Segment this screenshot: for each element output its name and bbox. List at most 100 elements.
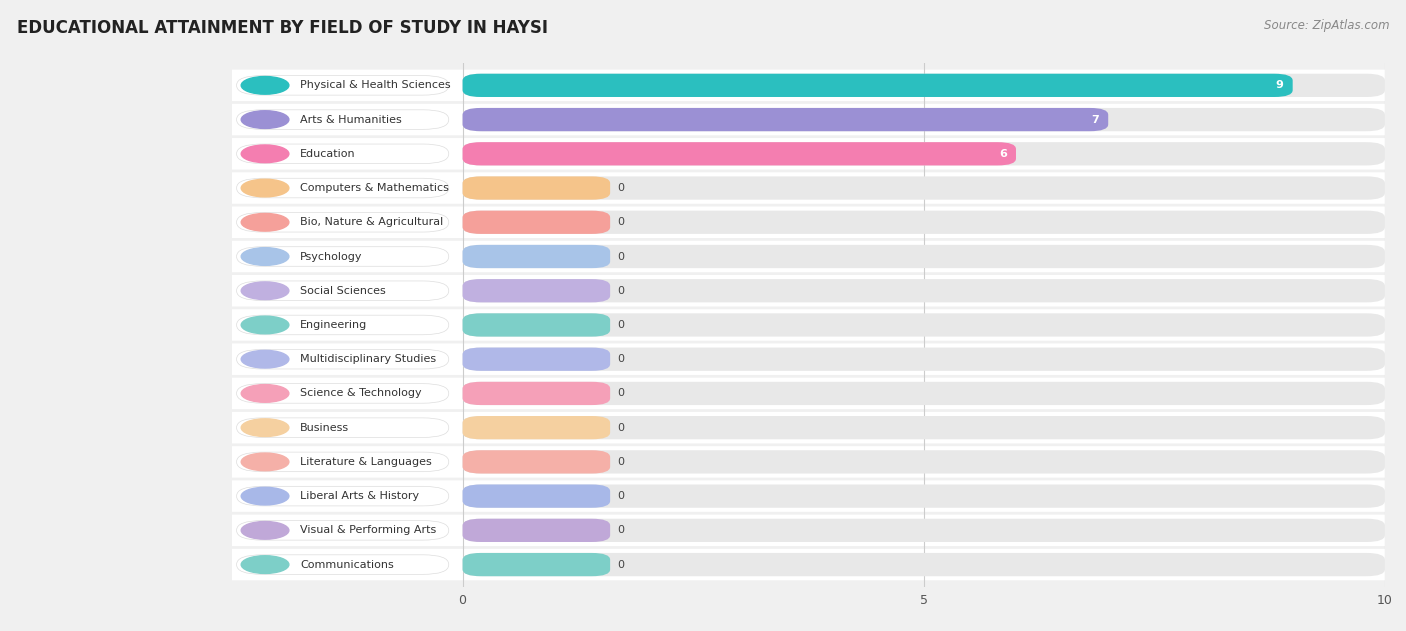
FancyBboxPatch shape xyxy=(232,446,1385,478)
FancyBboxPatch shape xyxy=(463,211,610,234)
FancyBboxPatch shape xyxy=(463,142,1017,165)
Circle shape xyxy=(242,76,288,94)
FancyBboxPatch shape xyxy=(236,384,449,403)
Text: 0: 0 xyxy=(617,526,624,535)
FancyBboxPatch shape xyxy=(236,179,449,198)
Text: Arts & Humanities: Arts & Humanities xyxy=(299,115,402,124)
Text: Psychology: Psychology xyxy=(299,252,363,261)
FancyBboxPatch shape xyxy=(463,108,1108,131)
Circle shape xyxy=(242,213,288,231)
Text: 0: 0 xyxy=(617,389,624,398)
FancyBboxPatch shape xyxy=(236,110,449,129)
Circle shape xyxy=(242,384,288,403)
FancyBboxPatch shape xyxy=(236,144,449,163)
Circle shape xyxy=(242,179,288,197)
FancyBboxPatch shape xyxy=(463,382,1385,405)
Text: 0: 0 xyxy=(617,560,624,570)
FancyBboxPatch shape xyxy=(236,418,449,437)
Text: Literature & Languages: Literature & Languages xyxy=(299,457,432,467)
FancyBboxPatch shape xyxy=(463,177,1385,199)
FancyBboxPatch shape xyxy=(463,553,610,576)
FancyBboxPatch shape xyxy=(236,350,449,369)
FancyBboxPatch shape xyxy=(236,247,449,266)
FancyBboxPatch shape xyxy=(463,416,610,439)
FancyBboxPatch shape xyxy=(232,275,1385,307)
Circle shape xyxy=(242,350,288,368)
Text: 0: 0 xyxy=(617,286,624,296)
FancyBboxPatch shape xyxy=(232,69,1385,101)
FancyBboxPatch shape xyxy=(463,348,1385,371)
FancyBboxPatch shape xyxy=(232,549,1385,581)
Text: 0: 0 xyxy=(617,183,624,193)
Circle shape xyxy=(242,453,288,471)
FancyBboxPatch shape xyxy=(463,279,1385,302)
Text: 0: 0 xyxy=(617,354,624,364)
FancyBboxPatch shape xyxy=(463,211,1385,234)
FancyBboxPatch shape xyxy=(463,245,1385,268)
Text: Liberal Arts & History: Liberal Arts & History xyxy=(299,491,419,501)
FancyBboxPatch shape xyxy=(463,74,1292,97)
FancyBboxPatch shape xyxy=(463,485,610,508)
FancyBboxPatch shape xyxy=(463,108,1385,131)
FancyBboxPatch shape xyxy=(463,314,610,336)
Text: Science & Technology: Science & Technology xyxy=(299,389,422,398)
FancyBboxPatch shape xyxy=(463,416,1385,439)
Text: 9: 9 xyxy=(1275,80,1284,90)
Text: 0: 0 xyxy=(617,423,624,433)
FancyBboxPatch shape xyxy=(236,487,449,506)
FancyBboxPatch shape xyxy=(463,245,610,268)
FancyBboxPatch shape xyxy=(463,382,610,405)
FancyBboxPatch shape xyxy=(232,241,1385,272)
Circle shape xyxy=(242,282,288,300)
Circle shape xyxy=(242,145,288,163)
Text: 0: 0 xyxy=(617,457,624,467)
FancyBboxPatch shape xyxy=(232,378,1385,409)
FancyBboxPatch shape xyxy=(463,279,610,302)
Text: EDUCATIONAL ATTAINMENT BY FIELD OF STUDY IN HAYSI: EDUCATIONAL ATTAINMENT BY FIELD OF STUDY… xyxy=(17,19,548,37)
FancyBboxPatch shape xyxy=(232,343,1385,375)
Text: Visual & Performing Arts: Visual & Performing Arts xyxy=(299,526,436,535)
FancyBboxPatch shape xyxy=(232,412,1385,444)
FancyBboxPatch shape xyxy=(463,74,1385,97)
FancyBboxPatch shape xyxy=(232,104,1385,135)
FancyBboxPatch shape xyxy=(232,138,1385,170)
Text: Business: Business xyxy=(299,423,349,433)
FancyBboxPatch shape xyxy=(232,515,1385,546)
Text: Physical & Health Sciences: Physical & Health Sciences xyxy=(299,80,450,90)
Circle shape xyxy=(242,487,288,505)
FancyBboxPatch shape xyxy=(236,213,449,232)
FancyBboxPatch shape xyxy=(232,172,1385,204)
FancyBboxPatch shape xyxy=(463,142,1385,165)
FancyBboxPatch shape xyxy=(463,177,610,199)
FancyBboxPatch shape xyxy=(236,452,449,471)
Circle shape xyxy=(242,110,288,129)
Circle shape xyxy=(242,419,288,437)
Circle shape xyxy=(242,316,288,334)
Text: Education: Education xyxy=(299,149,356,159)
Text: Multidisciplinary Studies: Multidisciplinary Studies xyxy=(299,354,436,364)
FancyBboxPatch shape xyxy=(463,553,1385,576)
FancyBboxPatch shape xyxy=(463,519,1385,542)
Circle shape xyxy=(242,247,288,266)
Text: 0: 0 xyxy=(617,491,624,501)
FancyBboxPatch shape xyxy=(232,309,1385,341)
Text: Social Sciences: Social Sciences xyxy=(299,286,385,296)
FancyBboxPatch shape xyxy=(463,451,1385,473)
FancyBboxPatch shape xyxy=(463,485,1385,508)
Text: Communications: Communications xyxy=(299,560,394,570)
Text: Engineering: Engineering xyxy=(299,320,367,330)
Text: Source: ZipAtlas.com: Source: ZipAtlas.com xyxy=(1264,19,1389,32)
Text: Computers & Mathematics: Computers & Mathematics xyxy=(299,183,449,193)
FancyBboxPatch shape xyxy=(463,348,610,371)
Circle shape xyxy=(242,556,288,574)
Text: 0: 0 xyxy=(617,217,624,227)
Text: 0: 0 xyxy=(617,252,624,261)
Text: 0: 0 xyxy=(617,320,624,330)
FancyBboxPatch shape xyxy=(463,451,610,473)
FancyBboxPatch shape xyxy=(463,519,610,542)
FancyBboxPatch shape xyxy=(232,480,1385,512)
FancyBboxPatch shape xyxy=(463,314,1385,336)
FancyBboxPatch shape xyxy=(232,206,1385,238)
FancyBboxPatch shape xyxy=(236,76,449,95)
Circle shape xyxy=(242,521,288,540)
